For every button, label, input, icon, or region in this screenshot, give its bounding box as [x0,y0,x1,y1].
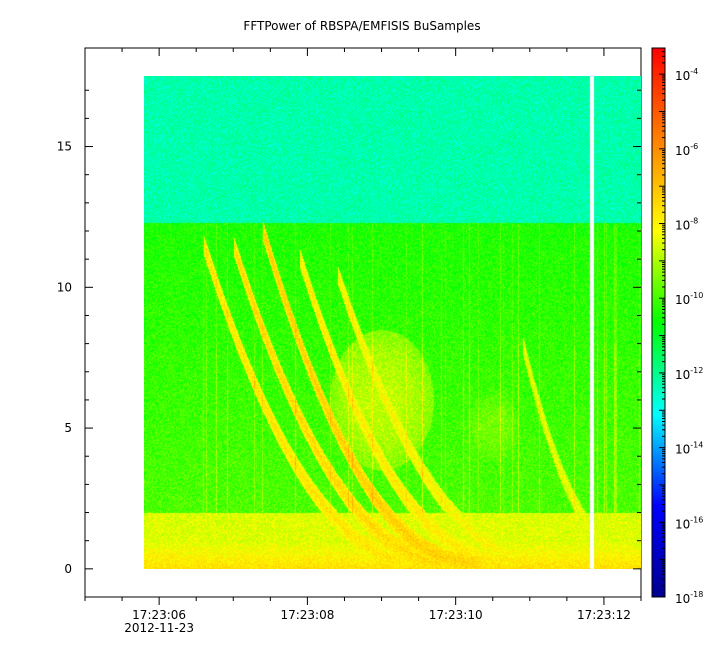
x-tick-label: 17:23:12 [577,608,631,622]
colorbar-tick-label: 10-4 [675,67,698,83]
colorbar-tick-label: 10-12 [675,366,703,382]
colorbar-tick-label: 10-14 [675,441,703,457]
colorbar-tick-label: 10-6 [675,142,698,158]
colorbar-tick-label: 10-18 [675,590,703,606]
colorbar-tick-label: 10-10 [675,291,703,307]
colorbar: 10-4 10-6 10-8 10-10 10-12 10-14 10-16 10-18 [651,47,703,606]
colorbar-tick-label: 10-8 [675,217,698,233]
y-tick-label: 5 [64,421,72,435]
x-tick-label: 17:23:08 [280,608,334,622]
colorbar-gradient [651,47,666,598]
x-tick-label: 17:23:10 [429,608,483,622]
spectrogram-image [144,76,641,569]
x-tick-label: 17:23:06 [132,608,186,622]
chart-title: FFTPower of RBSPA/EMFISIS BuSamples [243,19,480,33]
y-tick-label: 10 [57,280,72,294]
y-tick-label: 15 [57,140,72,154]
y-tick-label: 0 [64,562,72,576]
colorbar-tick-label: 10-16 [675,515,703,531]
x-tick-date-label: 2012-11-23 [124,621,194,635]
